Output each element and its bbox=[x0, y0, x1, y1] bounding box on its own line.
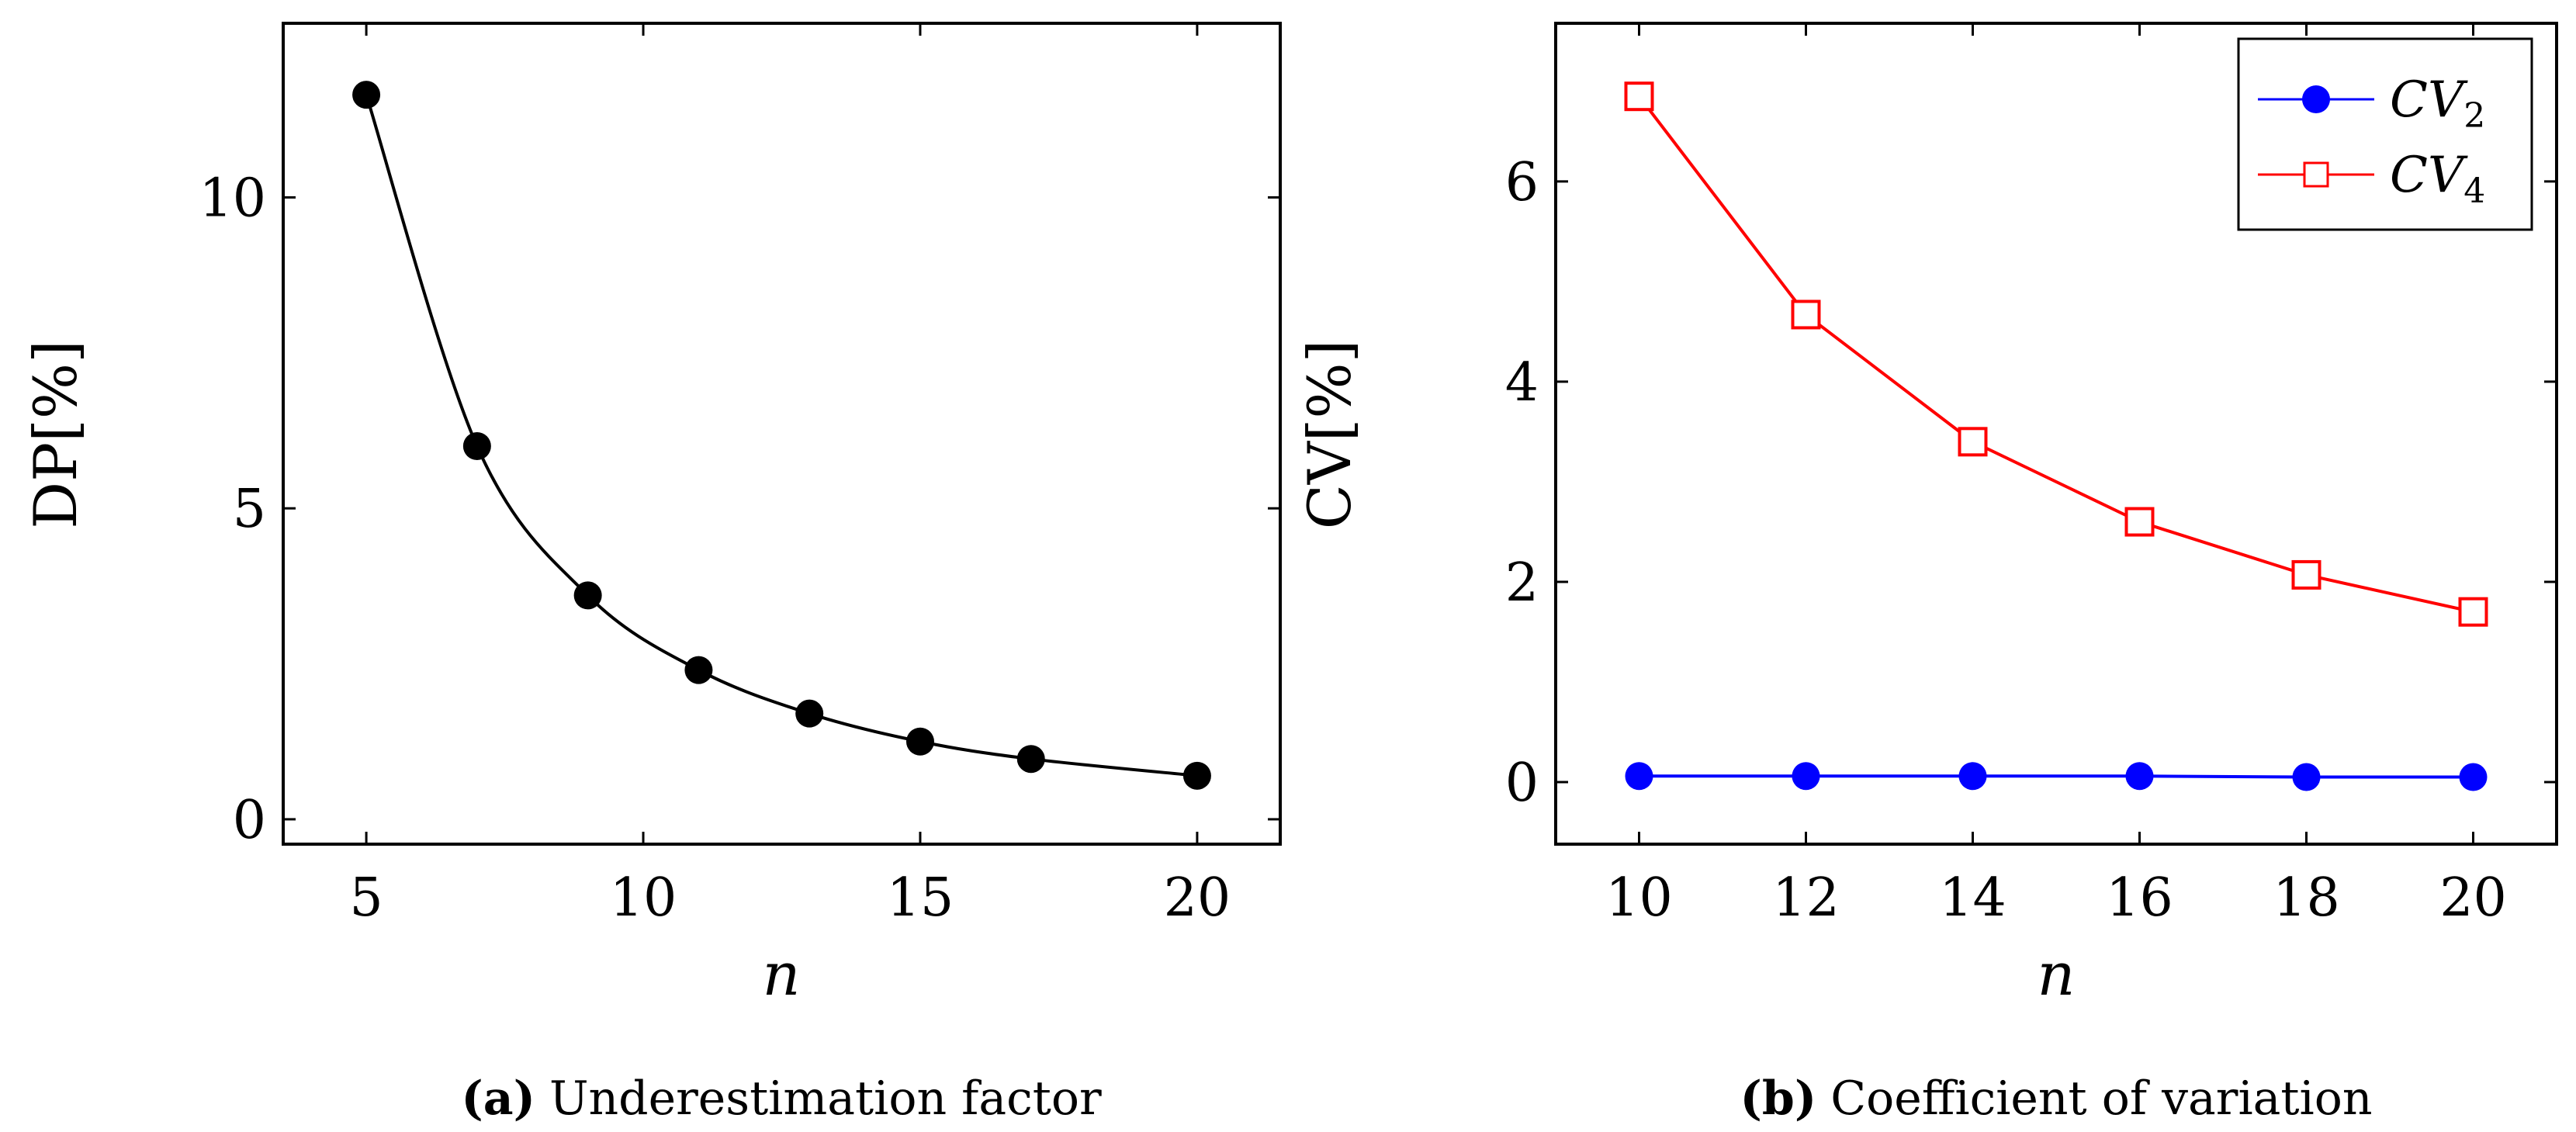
data-point bbox=[905, 727, 934, 756]
y-tick-label: 4 bbox=[1505, 352, 1539, 414]
x-tick-label: 10 bbox=[1605, 867, 1673, 929]
chart-panel-b: 10 12 14 16 18 20 0 2 4 6 n CV[%] CV2 CV4 (b) Coe… bbox=[1295, 22, 2558, 1126]
legend-marker-cv2 bbox=[2302, 85, 2330, 113]
legend-label-cv2: CV2 bbox=[2390, 71, 2485, 136]
x-tick-label: 20 bbox=[2439, 867, 2507, 929]
data-point bbox=[1958, 427, 1988, 457]
caption-tag-a: (a) bbox=[461, 1071, 535, 1126]
legend-label-cv4: CV4 bbox=[2390, 147, 2485, 211]
series-line-a-0 bbox=[365, 94, 1198, 777]
x-tick-label: 20 bbox=[1164, 867, 1231, 929]
caption-a: (a) Underestimation factor bbox=[461, 1071, 1102, 1126]
data-point bbox=[462, 432, 491, 461]
caption-tag-b: (b) bbox=[1740, 1071, 1817, 1126]
data-point bbox=[1792, 762, 1820, 791]
data-point bbox=[795, 699, 824, 728]
data-point bbox=[2124, 507, 2155, 537]
caption-text-b: Coefficient of variation bbox=[1830, 1071, 2372, 1126]
series-group-b bbox=[1624, 81, 2488, 791]
x-tick-label: 16 bbox=[2106, 867, 2173, 929]
data-point bbox=[1625, 762, 1653, 791]
x-tick-label: 5 bbox=[349, 867, 383, 929]
data-point bbox=[2458, 597, 2488, 627]
x-ticks-b: 10 12 14 16 18 20 bbox=[1605, 23, 2507, 929]
data-point bbox=[1624, 81, 1654, 112]
legend-box bbox=[2237, 37, 2533, 231]
x-ticks-a: 5 10 15 20 bbox=[349, 23, 1231, 929]
series-line-b-1 bbox=[1637, 95, 2474, 614]
data-point bbox=[2291, 559, 2322, 590]
data-point bbox=[1791, 299, 1821, 330]
y-axis-label-b: CV[%] bbox=[1295, 340, 1364, 530]
y-tick-label: 0 bbox=[233, 790, 266, 851]
legend: CV2 CV4 bbox=[2237, 37, 2533, 231]
x-axis-label-a: n bbox=[763, 940, 801, 1009]
caption-text-a: Underestimation factor bbox=[549, 1071, 1102, 1126]
y-tick-label: 5 bbox=[233, 479, 266, 540]
y-tick-label: 0 bbox=[1505, 753, 1539, 814]
caption-b: (b) Coefficient of variation bbox=[1740, 1071, 2373, 1126]
x-tick-label: 15 bbox=[887, 867, 954, 929]
plot-frame-a bbox=[282, 22, 1282, 846]
data-point bbox=[573, 581, 602, 610]
data-point bbox=[2459, 763, 2488, 791]
x-axis-label-b: n bbox=[2038, 940, 2076, 1009]
y-tick-label: 6 bbox=[1505, 152, 1539, 213]
data-point bbox=[2292, 763, 2321, 791]
data-point bbox=[1182, 761, 1211, 790]
data-point bbox=[684, 656, 713, 684]
y-tick-label: 10 bbox=[199, 168, 266, 229]
series-group-a bbox=[352, 81, 1211, 790]
y-tick-label: 2 bbox=[1505, 552, 1539, 614]
plot-frame-b bbox=[1554, 22, 2558, 846]
y-ticks-b: 0 2 4 6 bbox=[1505, 152, 2557, 814]
data-point bbox=[1958, 762, 1987, 791]
y-ticks-a: 0 5 10 bbox=[199, 168, 1280, 851]
legend-marker-cv4 bbox=[2303, 161, 2329, 188]
x-tick-label: 14 bbox=[1939, 867, 2006, 929]
data-point bbox=[2125, 762, 2154, 791]
data-point bbox=[352, 81, 381, 109]
series-line-b-0 bbox=[1639, 774, 2474, 779]
x-tick-label: 12 bbox=[1772, 867, 1840, 929]
chart-panel-a: 5 10 15 20 0 5 10 n DP[%] (a) Underestimation … bbox=[21, 22, 1282, 1126]
x-tick-label: 10 bbox=[610, 867, 677, 929]
y-axis-label-a: DP[%] bbox=[21, 340, 90, 529]
data-point bbox=[1016, 745, 1045, 774]
x-tick-label: 18 bbox=[2273, 867, 2340, 929]
